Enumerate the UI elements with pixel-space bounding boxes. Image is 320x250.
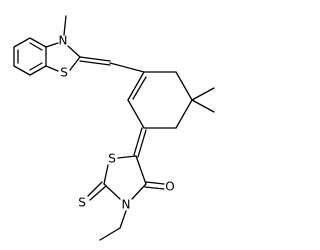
bond — [109, 62, 145, 73]
bond — [103, 164, 109, 185]
bond — [45, 65, 59, 72]
bond — [67, 45, 81, 58]
bond — [191, 99, 215, 113]
bond — [29, 62, 43, 71]
page: N S S O S N (() => { const data = JSON.p… — [13, 15, 215, 241]
atom-label: S — [108, 152, 116, 166]
atom-labels: N S S O S N — [59, 34, 175, 212]
atom-label: S — [60, 66, 68, 80]
bond — [87, 181, 103, 197]
bond — [135, 155, 147, 185]
bond — [133, 127, 143, 156]
bond — [137, 129, 147, 158]
bond — [117, 155, 137, 159]
bond — [29, 37, 47, 48]
atom-label: N — [122, 198, 131, 212]
bonds — [13, 15, 215, 241]
bond — [144, 186, 165, 190]
atom-label: O — [165, 180, 174, 194]
bond — [145, 181, 165, 185]
bond — [127, 71, 145, 101]
bond — [29, 65, 47, 76]
bond — [45, 42, 59, 48]
bond — [119, 210, 127, 229]
bond — [175, 71, 193, 101]
bond — [127, 99, 145, 129]
bond — [191, 87, 215, 101]
atom-label: S — [78, 196, 86, 210]
bond — [29, 42, 43, 51]
bond — [63, 15, 67, 36]
bond — [103, 183, 121, 200]
structure-diagram: N S S O S N — [13, 15, 215, 241]
bond — [69, 56, 81, 71]
bond — [99, 227, 121, 241]
bond — [13, 65, 31, 76]
bond — [89, 185, 107, 201]
bond — [132, 76, 147, 100]
bond — [79, 56, 111, 62]
bond — [13, 37, 31, 48]
bond — [131, 183, 147, 200]
atom-label: N — [59, 34, 68, 48]
bond — [79, 60, 111, 66]
bond — [175, 99, 193, 129]
